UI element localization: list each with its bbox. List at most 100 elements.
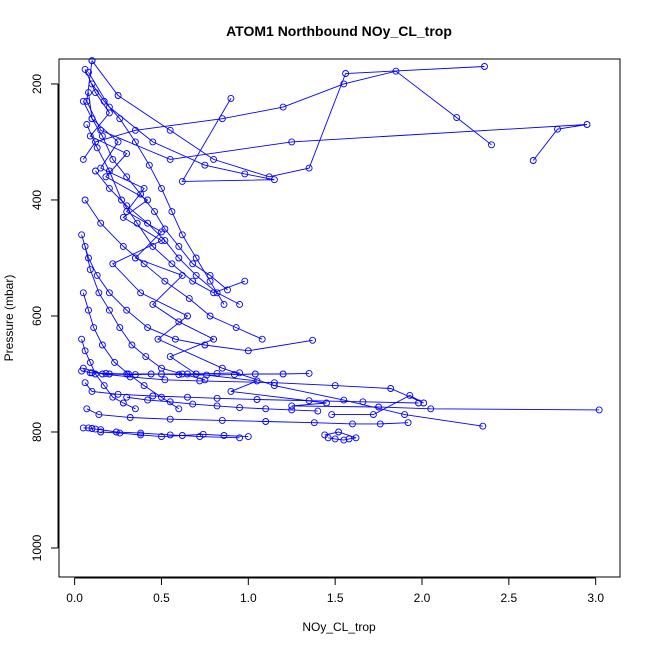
data-point: [111, 358, 119, 366]
data-point: [340, 436, 348, 444]
data-point: [97, 426, 105, 434]
data-point: [166, 353, 174, 361]
data-point: [288, 138, 296, 146]
data-point: [349, 420, 356, 428]
data-point: [227, 94, 235, 102]
series-line: [324, 431, 357, 441]
data-point: [88, 425, 96, 432]
data-point: [270, 176, 278, 184]
data-point: [178, 177, 186, 185]
data-point: [144, 219, 152, 227]
series-5: [88, 57, 488, 181]
data-point: [114, 92, 122, 99]
data-point: [154, 335, 162, 343]
data-point: [488, 141, 495, 149]
data-point: [175, 318, 183, 326]
data-layer: [78, 57, 603, 444]
series-9: [81, 379, 422, 407]
y-tick-label: 800: [30, 422, 44, 442]
series-2: [83, 57, 591, 164]
data-point: [92, 370, 99, 378]
data-point: [213, 402, 221, 410]
series-line: [91, 60, 485, 178]
series-10: [83, 405, 412, 428]
data-point: [92, 167, 99, 175]
data-point: [116, 324, 124, 332]
data-point: [144, 396, 152, 404]
data-point: [140, 260, 148, 268]
data-point: [85, 306, 92, 314]
data-point: [123, 202, 131, 210]
x-tick-label: 2.0: [414, 591, 431, 605]
data-point: [97, 164, 105, 172]
series-line: [100, 431, 249, 438]
x-tick-label: 3.0: [587, 591, 604, 605]
data-point: [166, 398, 174, 406]
data-point: [126, 414, 134, 421]
series-20: [92, 167, 244, 308]
data-point: [98, 341, 106, 349]
x-axis-label: NOy_CL_trop: [302, 620, 376, 634]
data-point: [118, 196, 125, 204]
data-point: [123, 150, 131, 158]
data-point: [116, 429, 124, 437]
data-point: [175, 242, 183, 250]
series-line: [88, 72, 275, 182]
data-point: [119, 213, 127, 221]
data-point: [196, 433, 204, 441]
data-point: [93, 271, 101, 279]
data-point: [241, 277, 249, 285]
data-point: [218, 364, 226, 372]
data-point: [142, 353, 150, 361]
data-point: [359, 398, 367, 406]
data-point: [166, 126, 174, 134]
data-point: [201, 161, 209, 169]
data-point: [86, 358, 94, 366]
data-point: [140, 184, 148, 192]
data-point: [131, 254, 139, 262]
data-point: [131, 371, 139, 379]
data-point: [192, 254, 200, 262]
data-point: [331, 435, 339, 443]
data-point: [102, 173, 110, 181]
data-point: [201, 376, 209, 384]
data-point: [158, 184, 165, 192]
data-point: [144, 324, 152, 332]
series-17: [81, 242, 209, 384]
data-point: [83, 405, 91, 413]
data-point: [236, 300, 244, 308]
series-line: [82, 292, 180, 410]
data-point: [161, 225, 169, 233]
data-point: [158, 433, 165, 441]
data-point: [97, 428, 105, 436]
data-point: [79, 97, 87, 105]
data-point: [189, 260, 197, 268]
series-line: [126, 396, 318, 412]
x-tick-label: 1.0: [240, 591, 257, 605]
data-point: [376, 420, 384, 428]
data-point: [279, 103, 287, 111]
data-point: [253, 396, 261, 403]
data-point: [125, 370, 132, 378]
series-line: [83, 367, 424, 416]
data-point: [178, 370, 186, 378]
data-point: [140, 382, 148, 390]
series-0: [85, 89, 603, 414]
data-point: [220, 300, 228, 308]
data-point: [168, 208, 176, 216]
data-point: [97, 219, 105, 227]
data-point: [116, 115, 124, 123]
data-point: [224, 286, 231, 294]
data-point: [227, 387, 235, 395]
data-point: [95, 411, 103, 419]
data-point: [404, 419, 412, 427]
data-point: [331, 382, 339, 390]
series-line: [82, 101, 228, 291]
data-point: [251, 370, 259, 378]
data-point: [178, 231, 186, 239]
data-point: [166, 155, 174, 163]
data-point: [310, 419, 318, 427]
series-7: [78, 231, 317, 355]
data-point: [88, 387, 96, 395]
